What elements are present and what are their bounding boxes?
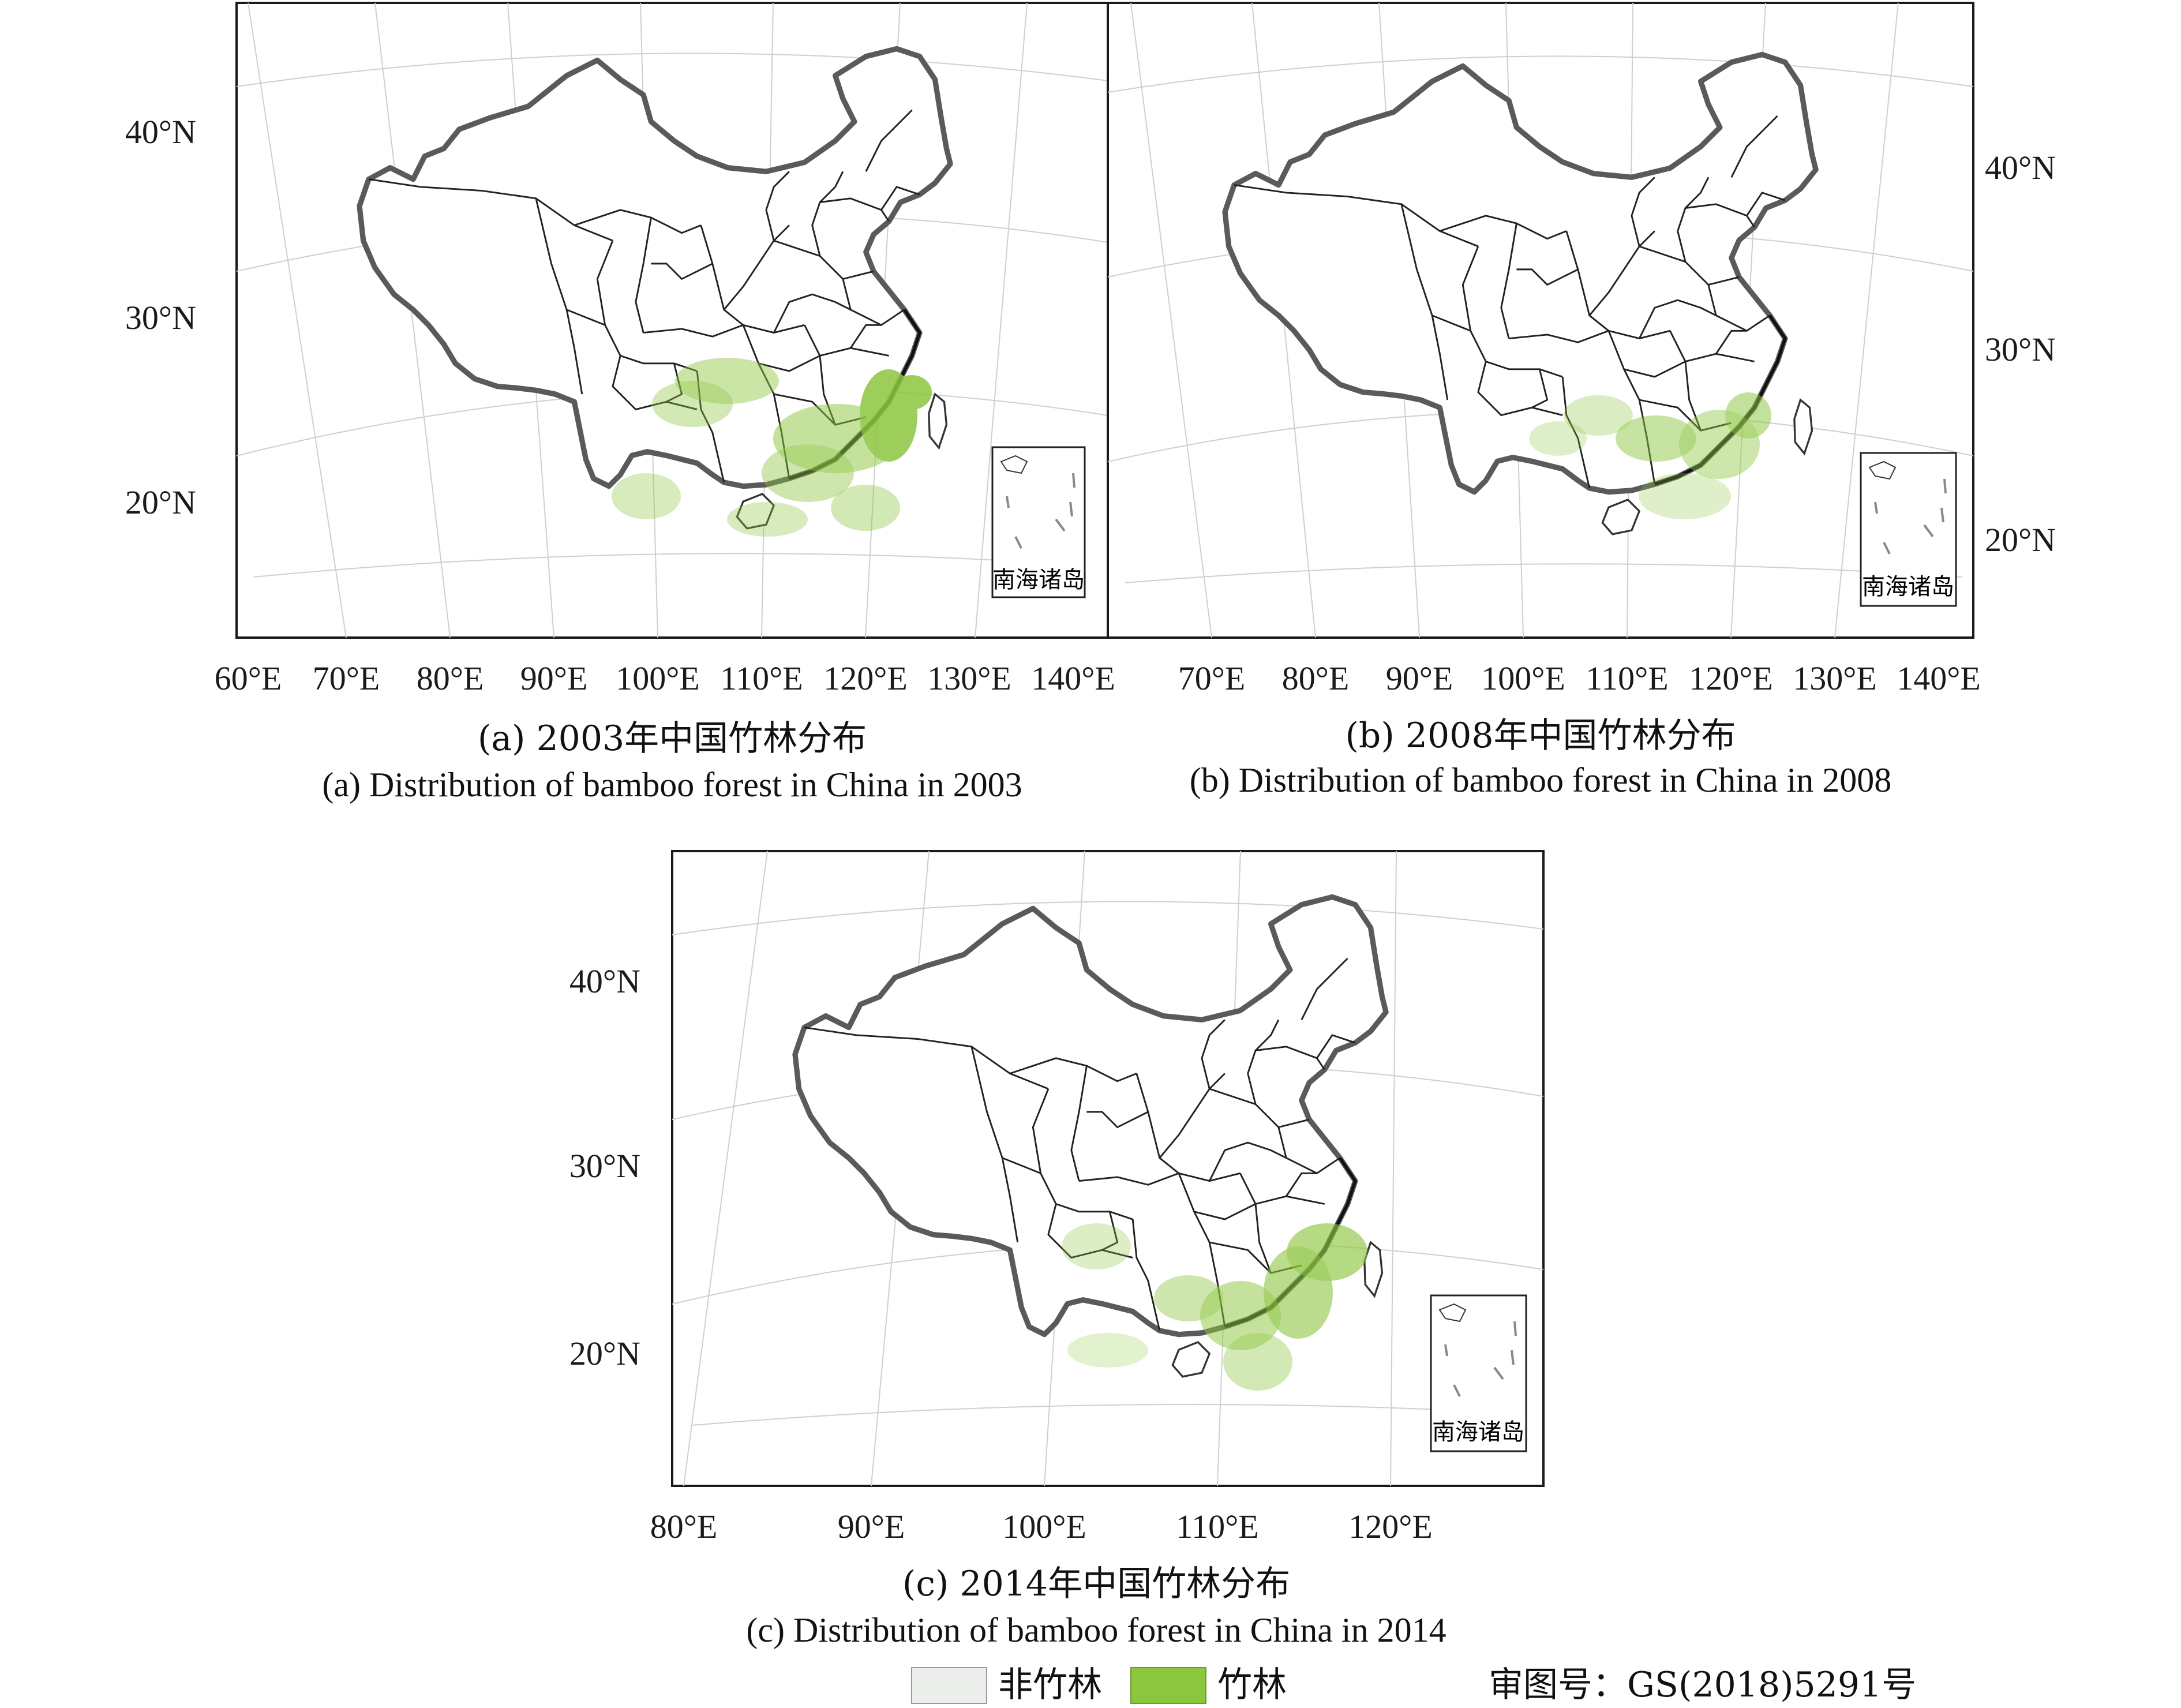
lat-labels-a: 40°N 30°N 20°N (125, 113, 196, 521)
lat-label: 20°N (125, 484, 196, 521)
caption-en-c: (c) Distribution of bamboo forest in Chi… (746, 1611, 1446, 1649)
caption-en-a: (a) Distribution of bamboo forest in Chi… (322, 766, 1022, 804)
lat-label: 30°N (125, 299, 196, 336)
caption-cn-c: (c) 2014年中国竹林分布 (902, 1564, 1290, 1604)
lon-label: 130°E (1793, 660, 1877, 697)
lon-label: 100°E (616, 660, 700, 697)
legend: 非竹林 竹林 审图号：GS(2018)5291号 (911, 1665, 1916, 1705)
lon-label: 100°E (1002, 1508, 1086, 1545)
lon-label: 90°E (1386, 660, 1453, 697)
lon-label: 60°E (215, 660, 282, 697)
bamboo-layer-b (1529, 392, 1771, 519)
south-china-sea-inset-b: 南海诸岛 (1860, 452, 1957, 607)
lon-label: 120°E (1689, 660, 1773, 697)
lat-label: 40°N (125, 113, 196, 151)
lon-label: 110°E (720, 660, 803, 697)
lon-labels-c: 80°E 90°E 100°E 110°E 120°E (650, 1508, 1433, 1545)
lon-label: 120°E (1348, 1508, 1433, 1545)
bamboo-layer-c (1062, 1223, 1367, 1391)
map-frame-a: 南海诸岛 (235, 2, 1109, 639)
lon-label: 80°E (417, 660, 484, 697)
legend-swatch-bamboo (1130, 1667, 1206, 1704)
lon-label: 90°E (520, 660, 588, 697)
lat-label: 20°N (1985, 521, 2056, 559)
lon-label: 140°E (1031, 660, 1115, 697)
caption-en-b: (b) Distribution of bamboo forest in Chi… (1190, 761, 1892, 799)
legend-label-non-bamboo: 非竹林 (998, 1665, 1102, 1705)
lon-labels-a: 60°E 70°E 80°E 90°E 100°E 110°E 120°E 13… (215, 660, 1115, 697)
map-frame-b: 南海诸岛 (1107, 2, 1974, 639)
lat-label: 20°N (569, 1335, 640, 1372)
lon-label: 120°E (823, 660, 908, 697)
lon-label: 110°E (1176, 1508, 1258, 1545)
panel-b: 南海诸岛 40°N 30°N 20°N 70°E 80°E 90°E 100°E… (1107, 2, 2056, 799)
legend-label-bamboo: 竹林 (1217, 1665, 1287, 1705)
south-china-sea-inset-c: 南海诸岛 (1430, 1294, 1527, 1452)
bamboo-layer-a (612, 358, 932, 537)
panel-a: 南海诸岛 40°N 30°N 20°N 60°E 70°E 80°E 90°E … (125, 2, 1115, 804)
lon-label: 80°E (1282, 660, 1350, 697)
south-china-sea-inset-a: 南海诸岛 (991, 446, 1086, 598)
lon-label: 130°E (927, 660, 1011, 697)
inset-label-c: 南海诸岛 (1432, 1419, 1524, 1445)
lat-label: 40°N (569, 962, 640, 1000)
panel-c: 南海诸岛 40°N 30°N 20°N 80°E 90°E 100°E 110°… (569, 850, 1545, 1649)
lat-label: 40°N (1985, 149, 2056, 186)
lon-label: 100°E (1481, 660, 1565, 697)
lon-labels-b: 70°E 80°E 90°E 100°E 110°E 120°E 130°E 1… (1178, 660, 1981, 697)
caption-cn-b: (b) 2008年中国竹林分布 (1346, 716, 1736, 756)
lon-label: 70°E (313, 660, 380, 697)
inset-label-a: 南海诸岛 (992, 567, 1085, 593)
map-frame-c: 南海诸岛 (671, 850, 1545, 1487)
legend-swatch-non-bamboo (911, 1667, 987, 1704)
lon-label: 70°E (1178, 660, 1246, 697)
lat-labels-c: 40°N 30°N 20°N (569, 962, 640, 1372)
lat-label: 30°N (569, 1147, 640, 1185)
lat-label: 30°N (1985, 331, 2056, 368)
caption-cn-a: (a) 2003年中国竹林分布 (478, 718, 867, 759)
lon-label: 140°E (1897, 660, 1981, 697)
lon-label: 80°E (650, 1508, 718, 1545)
lon-label: 110°E (1586, 660, 1668, 697)
inset-label-b: 南海诸岛 (1862, 574, 1954, 600)
lon-label: 90°E (838, 1508, 905, 1545)
map-approval-number: 审图号：GS(2018)5291号 (1489, 1665, 1916, 1705)
lat-labels-b: 40°N 30°N 20°N (1985, 149, 2056, 559)
